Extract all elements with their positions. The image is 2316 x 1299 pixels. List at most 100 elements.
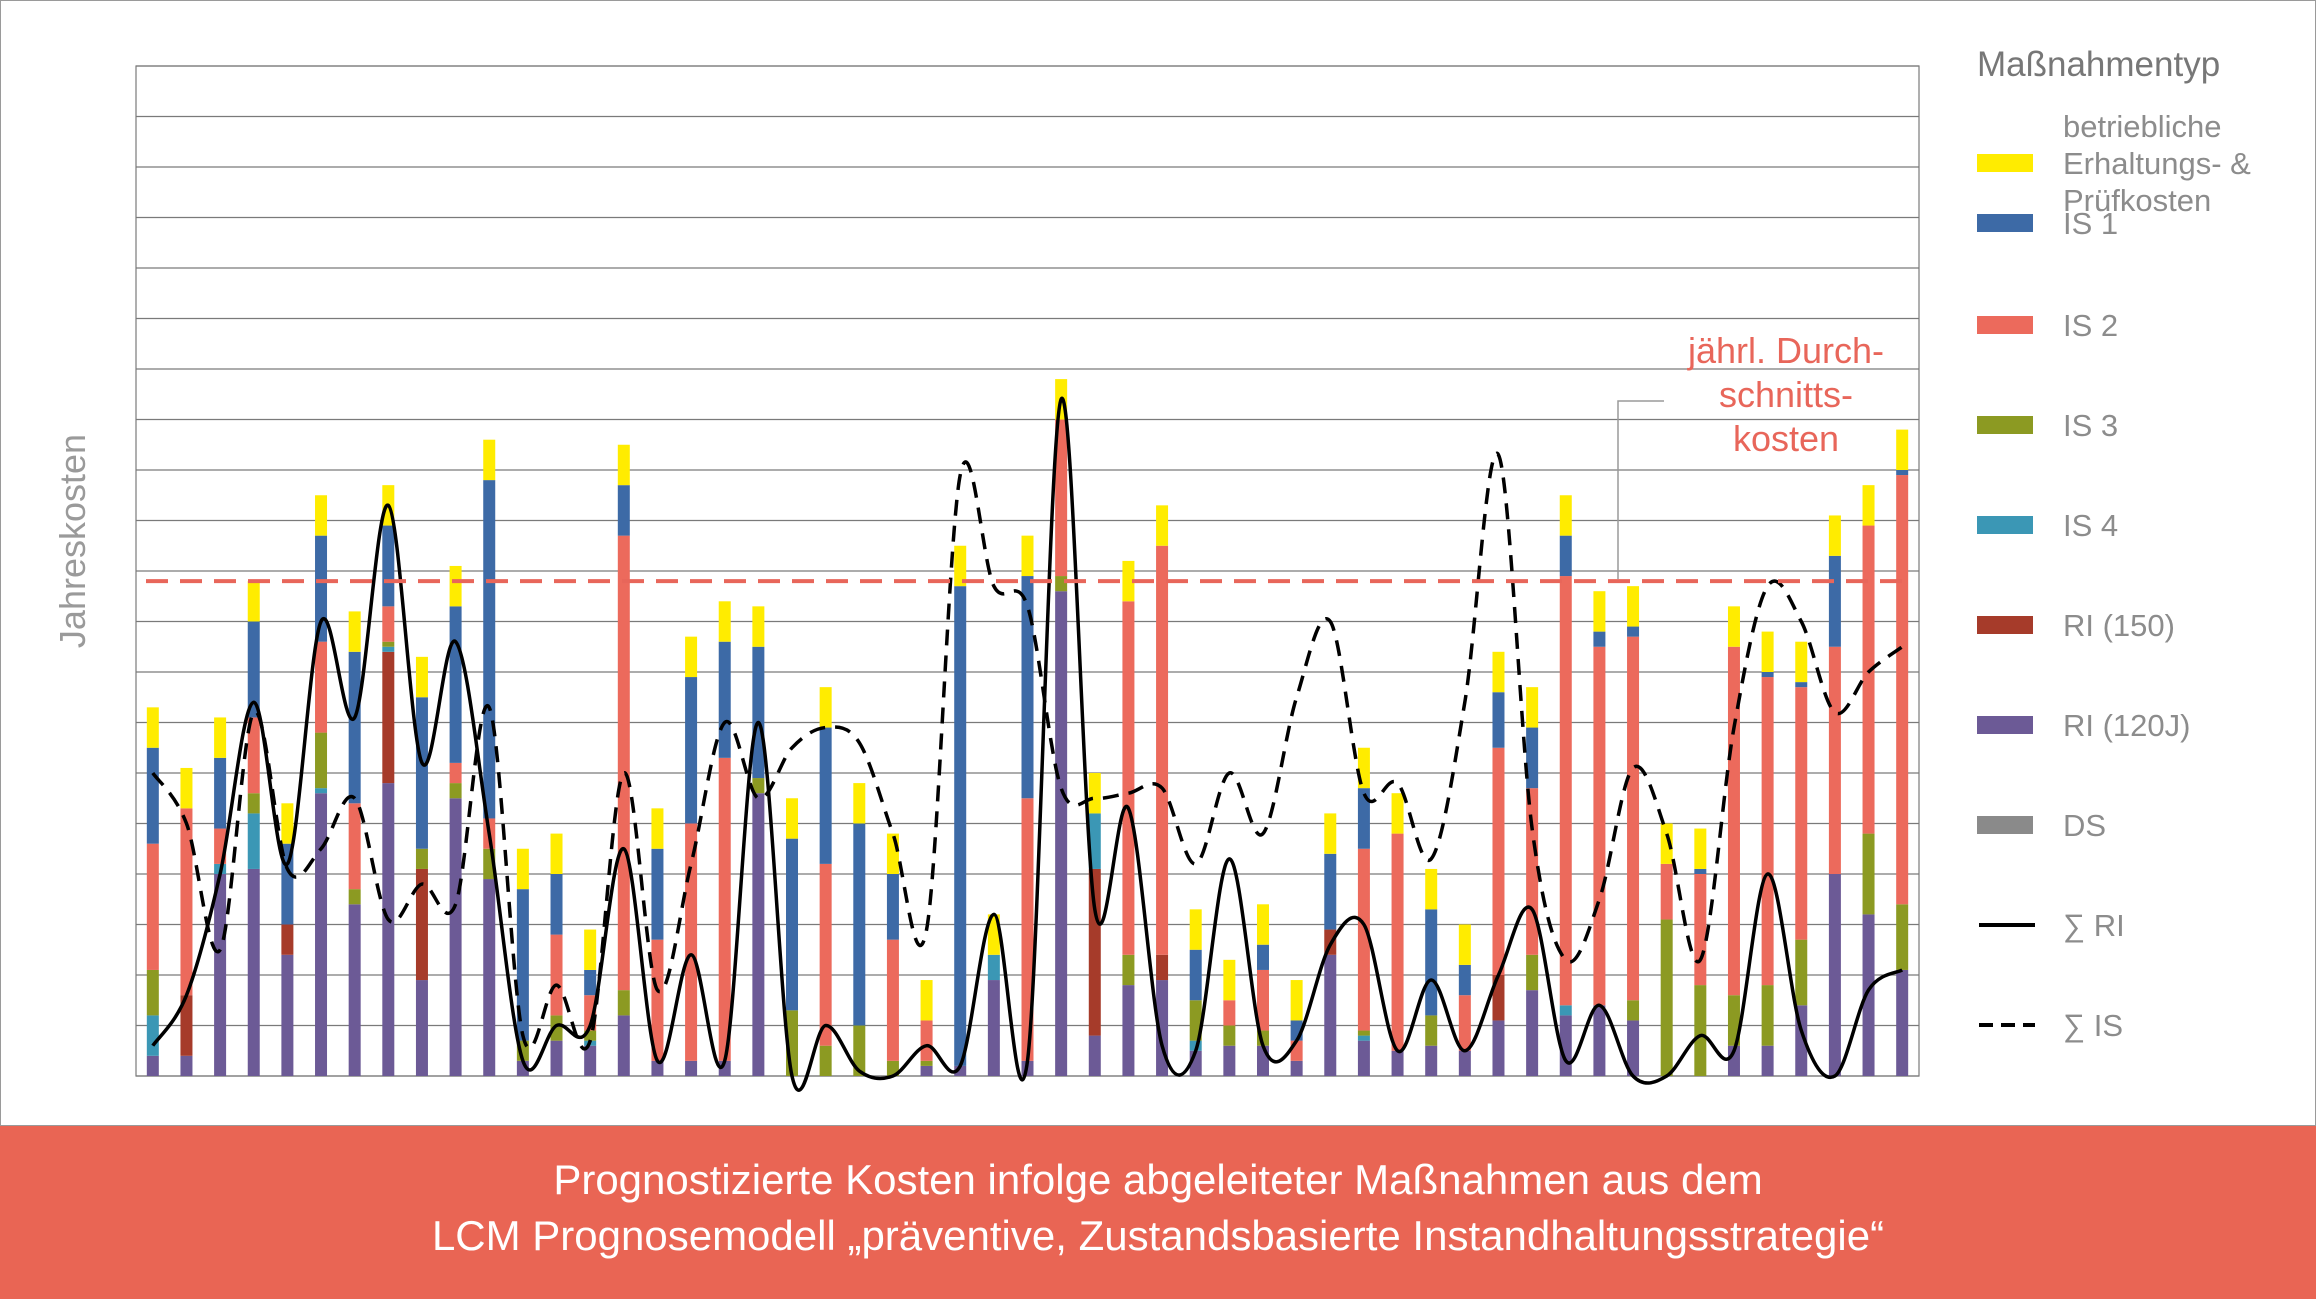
bar-segment-ri-120j bbox=[214, 874, 227, 1076]
bar-segment-is-2 bbox=[685, 823, 698, 1061]
bar-segment-is-3 bbox=[1627, 1000, 1640, 1021]
bar-segment-is-1 bbox=[516, 889, 529, 1041]
legend-label: ∑ IS bbox=[2063, 1007, 2123, 1044]
bar-segment-ri-120j bbox=[1088, 1035, 1101, 1076]
bar-segment-is-4 bbox=[315, 788, 328, 794]
bar-segment-is-3 bbox=[146, 969, 159, 1016]
bar-segment-ri-120j bbox=[1559, 1015, 1572, 1076]
bar-segment-is-3 bbox=[348, 889, 361, 905]
bar-segment-betriebliche-erhaltungs-pr-fkosten bbox=[1391, 793, 1404, 834]
bar-segment-is-1 bbox=[752, 646, 765, 779]
bar-segment-betriebliche-erhaltungs-pr-fkosten bbox=[1189, 909, 1202, 950]
bar-segment-is-2 bbox=[1795, 687, 1808, 940]
bar-segment-is-1 bbox=[1593, 631, 1606, 647]
bar-segment-is-3 bbox=[1055, 576, 1068, 592]
legend-swatch bbox=[1977, 154, 2033, 172]
bar-segment-is-2 bbox=[1559, 576, 1572, 1006]
bar-segment-is-3 bbox=[1795, 939, 1808, 1006]
bar-segment-is-1 bbox=[1324, 853, 1337, 930]
bar-segment-betriebliche-erhaltungs-pr-fkosten bbox=[214, 717, 227, 758]
bar-segment-betriebliche-erhaltungs-pr-fkosten bbox=[1290, 980, 1303, 1021]
bar-segment-is-2 bbox=[1122, 601, 1135, 955]
bar-segment-is-2 bbox=[382, 606, 395, 642]
bar-segment-ri-120j bbox=[584, 1045, 597, 1076]
bar-segment-is-1 bbox=[819, 727, 832, 864]
bar-segment-ri-120j bbox=[1324, 954, 1337, 1076]
bar-segment-is-4 bbox=[987, 954, 1000, 981]
legend-label-line-2: Erhaltungs- & bbox=[2063, 145, 2251, 181]
bar-segment-ri-120j bbox=[617, 1015, 630, 1076]
bar-segment-is-2 bbox=[247, 717, 260, 794]
legend-label-line-1: betriebliche bbox=[2063, 108, 2222, 144]
bar-segment-is-1 bbox=[1761, 672, 1774, 678]
bar-segment-ri-120j bbox=[1357, 1040, 1370, 1076]
legend-label: IS 3 bbox=[2063, 407, 2118, 444]
legend-swatch bbox=[1977, 416, 2033, 434]
legend-swatch bbox=[1977, 616, 2033, 634]
bar-segment-is-3 bbox=[415, 848, 428, 869]
legend-label: ∑ RI bbox=[2063, 907, 2125, 944]
bar-segment-is-2 bbox=[1627, 636, 1640, 1001]
bar-segment-is-1 bbox=[315, 535, 328, 642]
bar-segment-is-4 bbox=[1559, 1005, 1572, 1016]
bar-segment-is-2 bbox=[180, 808, 193, 996]
bar-segment-betriebliche-erhaltungs-pr-fkosten bbox=[819, 687, 832, 728]
bar-segment-is-2 bbox=[449, 762, 462, 784]
bar-segment-is-1 bbox=[550, 874, 563, 935]
bar-segment-is-4 bbox=[382, 646, 395, 652]
legend-label: IS 2 bbox=[2063, 307, 2118, 344]
legend-item-ri: ∑ RI bbox=[1977, 907, 2307, 987]
sum-ri-line bbox=[151, 396, 1904, 1092]
bar-segment-is-2 bbox=[1862, 525, 1875, 834]
bar-segment-ri-120j bbox=[1862, 914, 1875, 1076]
bar-segment-is-4 bbox=[1357, 1035, 1370, 1041]
bar-segment-is-1 bbox=[348, 651, 361, 804]
bar-segment-is-2 bbox=[550, 934, 563, 1016]
bar-segment-is-3 bbox=[1896, 904, 1909, 970]
legend-item-betriebliche-erhaltungs-pr-fkosten: betriebliche Erhaltungs- & Prüfkosten bbox=[1977, 105, 2307, 218]
bar-segment-is-1 bbox=[1492, 692, 1505, 748]
bar-segment-betriebliche-erhaltungs-pr-fkosten bbox=[685, 636, 698, 678]
bar-segment-is-1 bbox=[1828, 555, 1841, 647]
bar-segment-betriebliche-erhaltungs-pr-fkosten bbox=[1324, 813, 1337, 854]
bar-segment-is-3 bbox=[382, 641, 395, 647]
bar-segment-betriebliche-erhaltungs-pr-fkosten bbox=[786, 798, 799, 839]
bar-segment-is-3 bbox=[1761, 985, 1774, 1046]
bar-segment-ri-120j bbox=[281, 954, 294, 1076]
bar-segment-betriebliche-erhaltungs-pr-fkosten bbox=[247, 581, 260, 622]
bar-segment-is-2 bbox=[1896, 475, 1909, 905]
bar-segment-betriebliche-erhaltungs-pr-fkosten bbox=[146, 707, 159, 748]
bar-segment-betriebliche-erhaltungs-pr-fkosten bbox=[1761, 631, 1774, 672]
bar-segment-betriebliche-erhaltungs-pr-fkosten bbox=[550, 833, 563, 874]
bar-segment-betriebliche-erhaltungs-pr-fkosten bbox=[1256, 904, 1269, 945]
bar-segment-is-2 bbox=[1828, 646, 1841, 874]
bar-segment-ri-120j bbox=[382, 783, 395, 1076]
bar-segment-is-2 bbox=[1761, 677, 1774, 986]
bar-segment-is-1 bbox=[449, 606, 462, 763]
legend-label-line-1: IS 3 bbox=[2063, 407, 2119, 443]
legend-item-is-2: IS 2 bbox=[1977, 307, 2307, 387]
bar-segment-is-1 bbox=[1795, 682, 1808, 688]
bar-segment-betriebliche-erhaltungs-pr-fkosten bbox=[1492, 651, 1505, 693]
bar-segment-betriebliche-erhaltungs-pr-fkosten bbox=[1694, 828, 1707, 869]
bar-segment-is-1 bbox=[1694, 868, 1707, 874]
legend-label-line-1: DS bbox=[2063, 807, 2107, 843]
bar-segment-is-2 bbox=[1492, 747, 1505, 975]
bar-segment-is-2 bbox=[1357, 848, 1370, 1031]
bar-segment-is-2 bbox=[1727, 646, 1740, 996]
bar-segment-is-1 bbox=[853, 823, 866, 1026]
bar-segment-betriebliche-erhaltungs-pr-fkosten bbox=[1795, 641, 1808, 683]
legend-item-ds: DS bbox=[1977, 807, 2307, 887]
bar-segment-is-3 bbox=[1660, 919, 1673, 1076]
bar-segment-betriebliche-erhaltungs-pr-fkosten bbox=[180, 767, 193, 809]
bar-segment-ri-120j bbox=[1627, 1020, 1640, 1076]
bar-segment-is-3 bbox=[315, 732, 328, 789]
bar-segment-ri-150 bbox=[180, 995, 193, 1056]
bar-segment-is-3 bbox=[247, 793, 260, 814]
y-axis-label: Jahreskosten bbox=[52, 433, 93, 649]
bar-segment-betriebliche-erhaltungs-pr-fkosten bbox=[1559, 495, 1572, 536]
legend-label-line-1: IS 2 bbox=[2063, 307, 2119, 343]
bar-segment-is-4 bbox=[146, 1015, 159, 1056]
bar-segment-ri-120j bbox=[483, 879, 496, 1076]
